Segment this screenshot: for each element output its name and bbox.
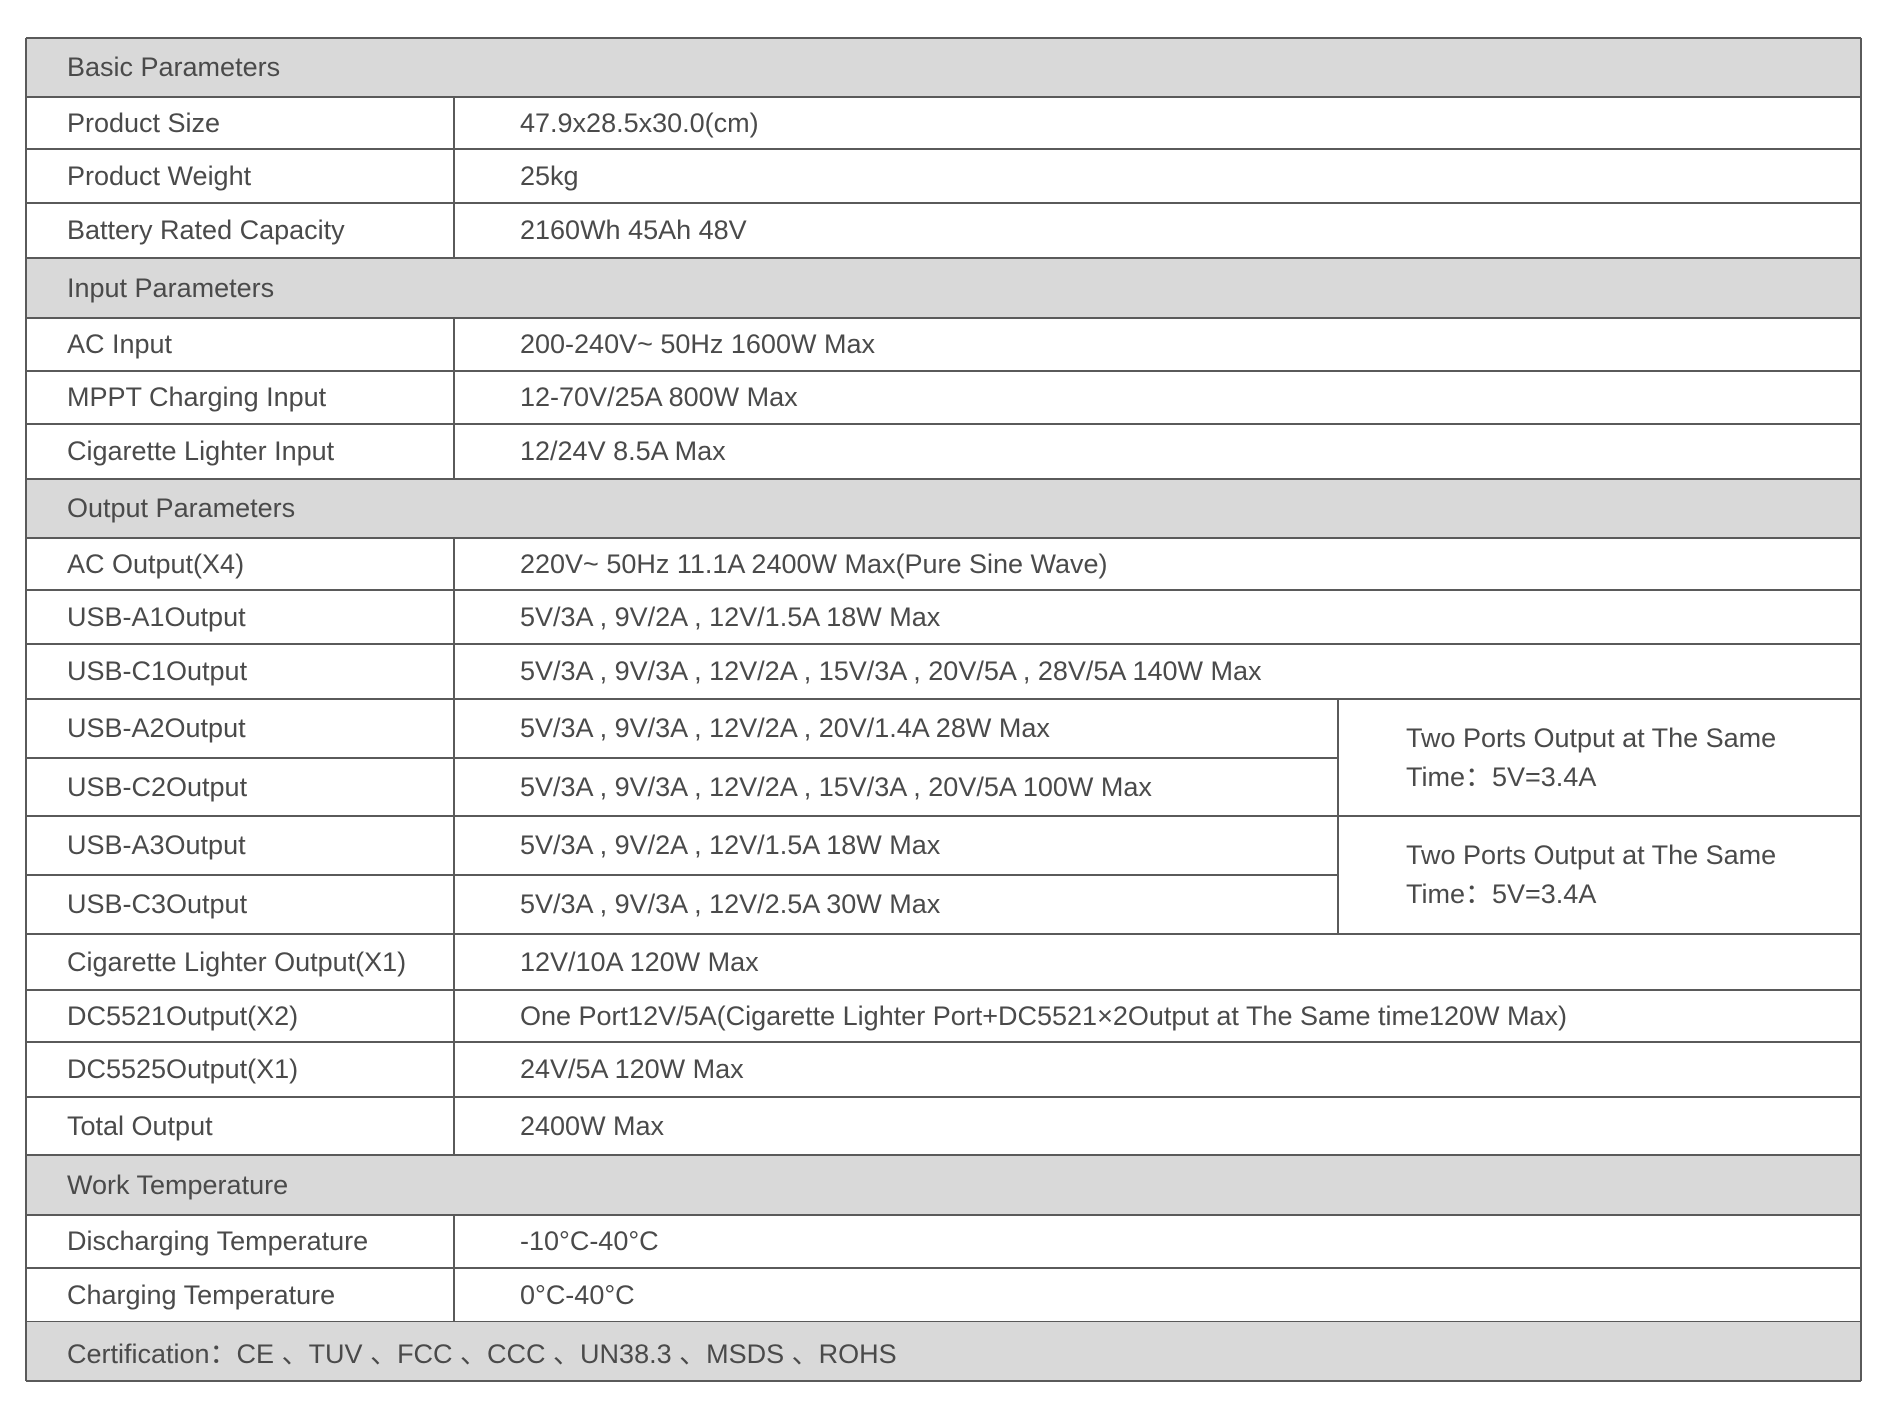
row-label: Cigarette Lighter Output(X1) xyxy=(67,946,407,977)
rule xyxy=(453,644,455,699)
rule xyxy=(26,989,1861,991)
shared-note: Two Ports Output at The Same Time：5V=3.4… xyxy=(1406,722,1777,792)
row-label: Battery Rated Capacity xyxy=(67,215,345,245)
row-label: USB-C3Output xyxy=(67,889,248,919)
rule xyxy=(1860,38,1862,1381)
certification: Certification：CE 、TUV 、FCC 、CCC 、UN38.3 … xyxy=(67,1339,897,1369)
rule xyxy=(25,38,27,1381)
row-label: Charging Temperature xyxy=(67,1279,336,1310)
row-label: USB-A1Output xyxy=(67,601,246,632)
row-value: 24V/5A 120W Max xyxy=(520,1054,744,1084)
rule xyxy=(26,1041,1861,1043)
rule xyxy=(453,990,455,1042)
section-band xyxy=(26,38,1861,97)
row-label: Product Size xyxy=(67,107,221,138)
section-band xyxy=(26,1155,1861,1215)
row-label: DC5521Output(X2) xyxy=(67,1000,299,1031)
row-value: 47.9x28.5x30.0(cm) xyxy=(520,107,759,138)
rule xyxy=(26,537,1861,539)
rule xyxy=(26,478,1861,480)
rule xyxy=(26,148,1861,150)
rule xyxy=(26,643,1861,645)
rule xyxy=(453,149,455,203)
row-value: 2400W Max xyxy=(520,1110,665,1141)
section-band xyxy=(26,258,1861,318)
rule xyxy=(26,1267,1861,1269)
row-value: One Port12V/5A(Cigarette Lighter Port+DC… xyxy=(520,1000,1568,1031)
row-label: Cigarette Lighter Input xyxy=(67,436,335,466)
rule xyxy=(26,1096,1861,1098)
rule xyxy=(26,317,1861,319)
row-value: 12/24V 8.5A Max xyxy=(520,436,726,466)
rule xyxy=(26,757,1338,759)
row-label: MPPT Charging Input xyxy=(67,382,327,412)
section-band xyxy=(26,479,1861,538)
rule xyxy=(26,933,1861,935)
rule xyxy=(453,816,455,875)
row-label: USB-C1Output xyxy=(67,656,248,686)
row-value: 0°C-40°C xyxy=(520,1279,635,1310)
row-label: USB-A3Output xyxy=(67,830,246,860)
rule xyxy=(26,1154,1861,1156)
rule xyxy=(26,96,1861,98)
row-label: USB-A2Output xyxy=(67,713,246,743)
row-value: 12V/10A 120W Max xyxy=(520,946,759,977)
row-value: 5V/3A , 9V/3A , 12V/2A , 15V/3A , 20V/5A… xyxy=(520,771,1152,802)
rule xyxy=(453,318,455,371)
row-value: 2160Wh 45Ah 48V xyxy=(520,215,747,245)
row-value: 25kg xyxy=(520,160,579,191)
row-value: 5V/3A , 9V/2A , 12V/1.5A 18W Max xyxy=(520,601,941,632)
rule xyxy=(26,874,1338,876)
rule xyxy=(26,589,1861,591)
row-value: 220V~ 50Hz 11.1A 2400W Max(Pure Sine Wav… xyxy=(520,548,1108,579)
rule xyxy=(453,590,455,644)
rule xyxy=(453,1042,455,1097)
section-title: Output Parameters xyxy=(67,493,296,523)
rule xyxy=(453,203,455,258)
rule xyxy=(453,875,455,934)
footer-band xyxy=(26,1322,1861,1381)
rule xyxy=(26,815,1861,817)
row-label: AC Input xyxy=(67,329,173,359)
row-value: 5V/3A , 9V/3A , 12V/2A , 20V/1.4A 28W Ma… xyxy=(520,713,1050,743)
rule xyxy=(453,371,455,424)
rule xyxy=(1337,816,1339,934)
row-label: Product Weight xyxy=(67,160,252,191)
rule xyxy=(453,1215,455,1268)
rule xyxy=(453,538,455,590)
section-title: Basic Parameters xyxy=(67,52,281,82)
section-title: Input Parameters xyxy=(67,272,275,303)
row-label: AC Output(X4) xyxy=(67,548,245,579)
rule xyxy=(453,1097,455,1155)
row-label: DC5525Output(X1) xyxy=(67,1054,299,1084)
rule xyxy=(26,37,1861,39)
rule xyxy=(453,97,455,149)
row-label: Discharging Temperature xyxy=(67,1226,369,1256)
row-label: USB-C2Output xyxy=(67,771,248,802)
rule xyxy=(26,698,1861,700)
row-value: 5V/3A , 9V/3A , 12V/2.5A 30W Max xyxy=(520,889,941,919)
shared-note: Two Ports Output at The Same Time：5V=3.4… xyxy=(1406,840,1777,909)
rule xyxy=(453,699,455,758)
rule xyxy=(26,202,1861,204)
section-title: Work Temperature xyxy=(67,1169,289,1200)
row-value: 5V/3A , 9V/2A , 12V/1.5A 18W Max xyxy=(520,830,941,860)
rule xyxy=(453,758,455,816)
row-value: 200-240V~ 50Hz 1600W Max xyxy=(520,329,875,359)
row-value: 12-70V/25A 800W Max xyxy=(520,382,798,412)
rule xyxy=(26,423,1861,425)
rule xyxy=(453,934,455,990)
row-label: Total Output xyxy=(67,1110,213,1141)
rule xyxy=(26,1214,1861,1216)
row-value: 5V/3A , 9V/3A , 12V/2A , 15V/3A , 20V/5A… xyxy=(520,656,1262,686)
rule xyxy=(26,257,1861,259)
rule xyxy=(26,370,1861,372)
row-value: -10°C-40°C xyxy=(520,1226,659,1256)
rule xyxy=(26,1380,1861,1382)
rule xyxy=(453,424,455,479)
rule xyxy=(1337,699,1339,816)
rule xyxy=(453,1268,455,1322)
